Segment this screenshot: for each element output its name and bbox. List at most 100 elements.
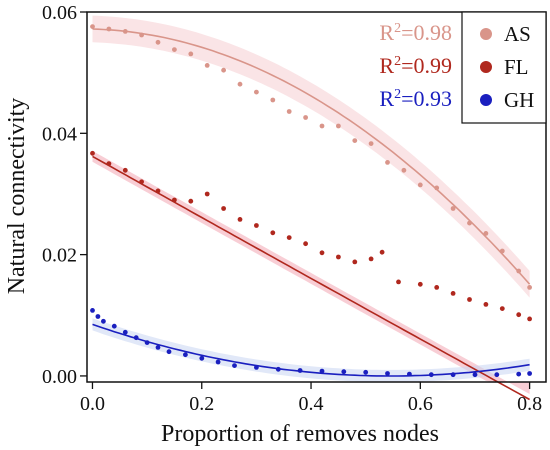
point-gh — [407, 371, 412, 377]
point-gh — [319, 368, 325, 374]
x-tick-label: 0.2 — [189, 393, 214, 415]
point-as — [155, 39, 161, 45]
x-tick-label: 0.6 — [408, 393, 433, 415]
point-as — [122, 29, 128, 34]
point-as — [270, 97, 276, 103]
point-gh — [363, 369, 369, 375]
x-tick-label: 0.4 — [299, 393, 324, 415]
point-gh — [155, 345, 161, 350]
point-gh — [385, 371, 390, 376]
point-as — [336, 123, 341, 129]
legend-label-gh: GH — [504, 88, 534, 112]
point-fl — [379, 249, 385, 255]
point-as — [286, 109, 292, 114]
y-tick-label: 0.06 — [42, 2, 77, 24]
point-gh — [133, 335, 139, 341]
r2-label-fl: R2=0.99 — [379, 53, 452, 78]
point-gh — [341, 369, 347, 375]
y-tick-label: 0.00 — [42, 366, 77, 388]
fit-line-gh — [92, 323, 530, 377]
point-gh — [183, 352, 188, 358]
point-fl — [221, 206, 227, 211]
x-axis-title: Proportion of removes nodes — [161, 421, 439, 447]
point-as — [106, 26, 112, 32]
point-as — [417, 182, 423, 188]
plot-frame — [86, 11, 547, 383]
point-as — [172, 47, 177, 52]
point-fl — [450, 291, 456, 296]
point-fl — [434, 285, 440, 290]
point-as — [352, 138, 358, 144]
point-as — [499, 248, 505, 254]
point-as — [467, 220, 472, 226]
point-fl — [303, 241, 308, 247]
x-tick-label: 0.8 — [517, 393, 542, 415]
point-gh — [494, 372, 500, 378]
point-fl — [336, 254, 341, 260]
data-points — [90, 24, 532, 378]
legend-marker-gh — [480, 94, 492, 106]
point-gh — [166, 349, 172, 355]
band-as — [92, 15, 530, 298]
point-as — [90, 24, 95, 29]
point-gh — [254, 365, 259, 370]
point-fl — [172, 197, 177, 203]
y-tick-label: 0.04 — [42, 123, 77, 145]
r2-labels: R2=0.98 R2=0.99 R2=0.93 — [379, 20, 452, 111]
point-fl — [254, 223, 259, 228]
band-fl — [92, 150, 530, 394]
point-as — [527, 285, 532, 290]
point-as — [237, 81, 243, 87]
point-as — [221, 67, 227, 73]
legend-label-fl: FL — [504, 55, 529, 79]
point-as — [204, 63, 210, 68]
fit-line-as — [92, 28, 531, 285]
point-fl — [90, 150, 95, 156]
point-fl — [516, 312, 522, 318]
fit-lines — [92, 28, 531, 401]
y-tick-label: 0.02 — [42, 245, 77, 267]
point-gh — [516, 371, 522, 377]
point-gh — [472, 372, 478, 378]
point-gh — [101, 318, 106, 324]
y-axis: 0.00 0.02 0.04 0.06 — [42, 2, 87, 388]
point-gh — [232, 363, 237, 368]
point-as — [483, 231, 489, 236]
point-gh — [111, 323, 117, 329]
point-as — [516, 268, 522, 274]
y-axis-title: Natural connectivity — [4, 98, 30, 295]
point-fl — [417, 281, 423, 287]
legend-box — [461, 11, 547, 124]
point-fl — [139, 179, 145, 185]
point-fl — [155, 188, 161, 194]
point-fl — [319, 250, 325, 256]
legend-label-as: AS — [504, 22, 531, 46]
point-as — [434, 185, 440, 191]
point-fl — [237, 217, 243, 222]
point-as — [401, 167, 407, 173]
point-fl — [106, 161, 112, 167]
point-gh — [297, 368, 303, 373]
point-gh — [95, 314, 101, 319]
point-fl — [204, 191, 210, 197]
legend-marker-fl — [480, 61, 492, 73]
x-tick-label: 0.0 — [80, 393, 105, 415]
point-fl — [527, 316, 532, 322]
point-gh — [144, 340, 150, 345]
point-fl — [286, 235, 292, 241]
point-fl — [467, 297, 472, 302]
point-gh — [199, 355, 205, 361]
point-gh — [215, 359, 221, 365]
point-fl — [396, 279, 401, 285]
point-as — [450, 206, 456, 211]
point-fl — [122, 167, 128, 173]
point-gh — [450, 372, 456, 378]
point-as — [303, 115, 308, 120]
point-gh — [122, 329, 128, 335]
point-fl — [352, 259, 358, 265]
point-as — [139, 32, 145, 38]
point-gh — [90, 308, 95, 313]
legend: AS FL GH — [461, 11, 547, 124]
point-fl — [368, 256, 374, 262]
